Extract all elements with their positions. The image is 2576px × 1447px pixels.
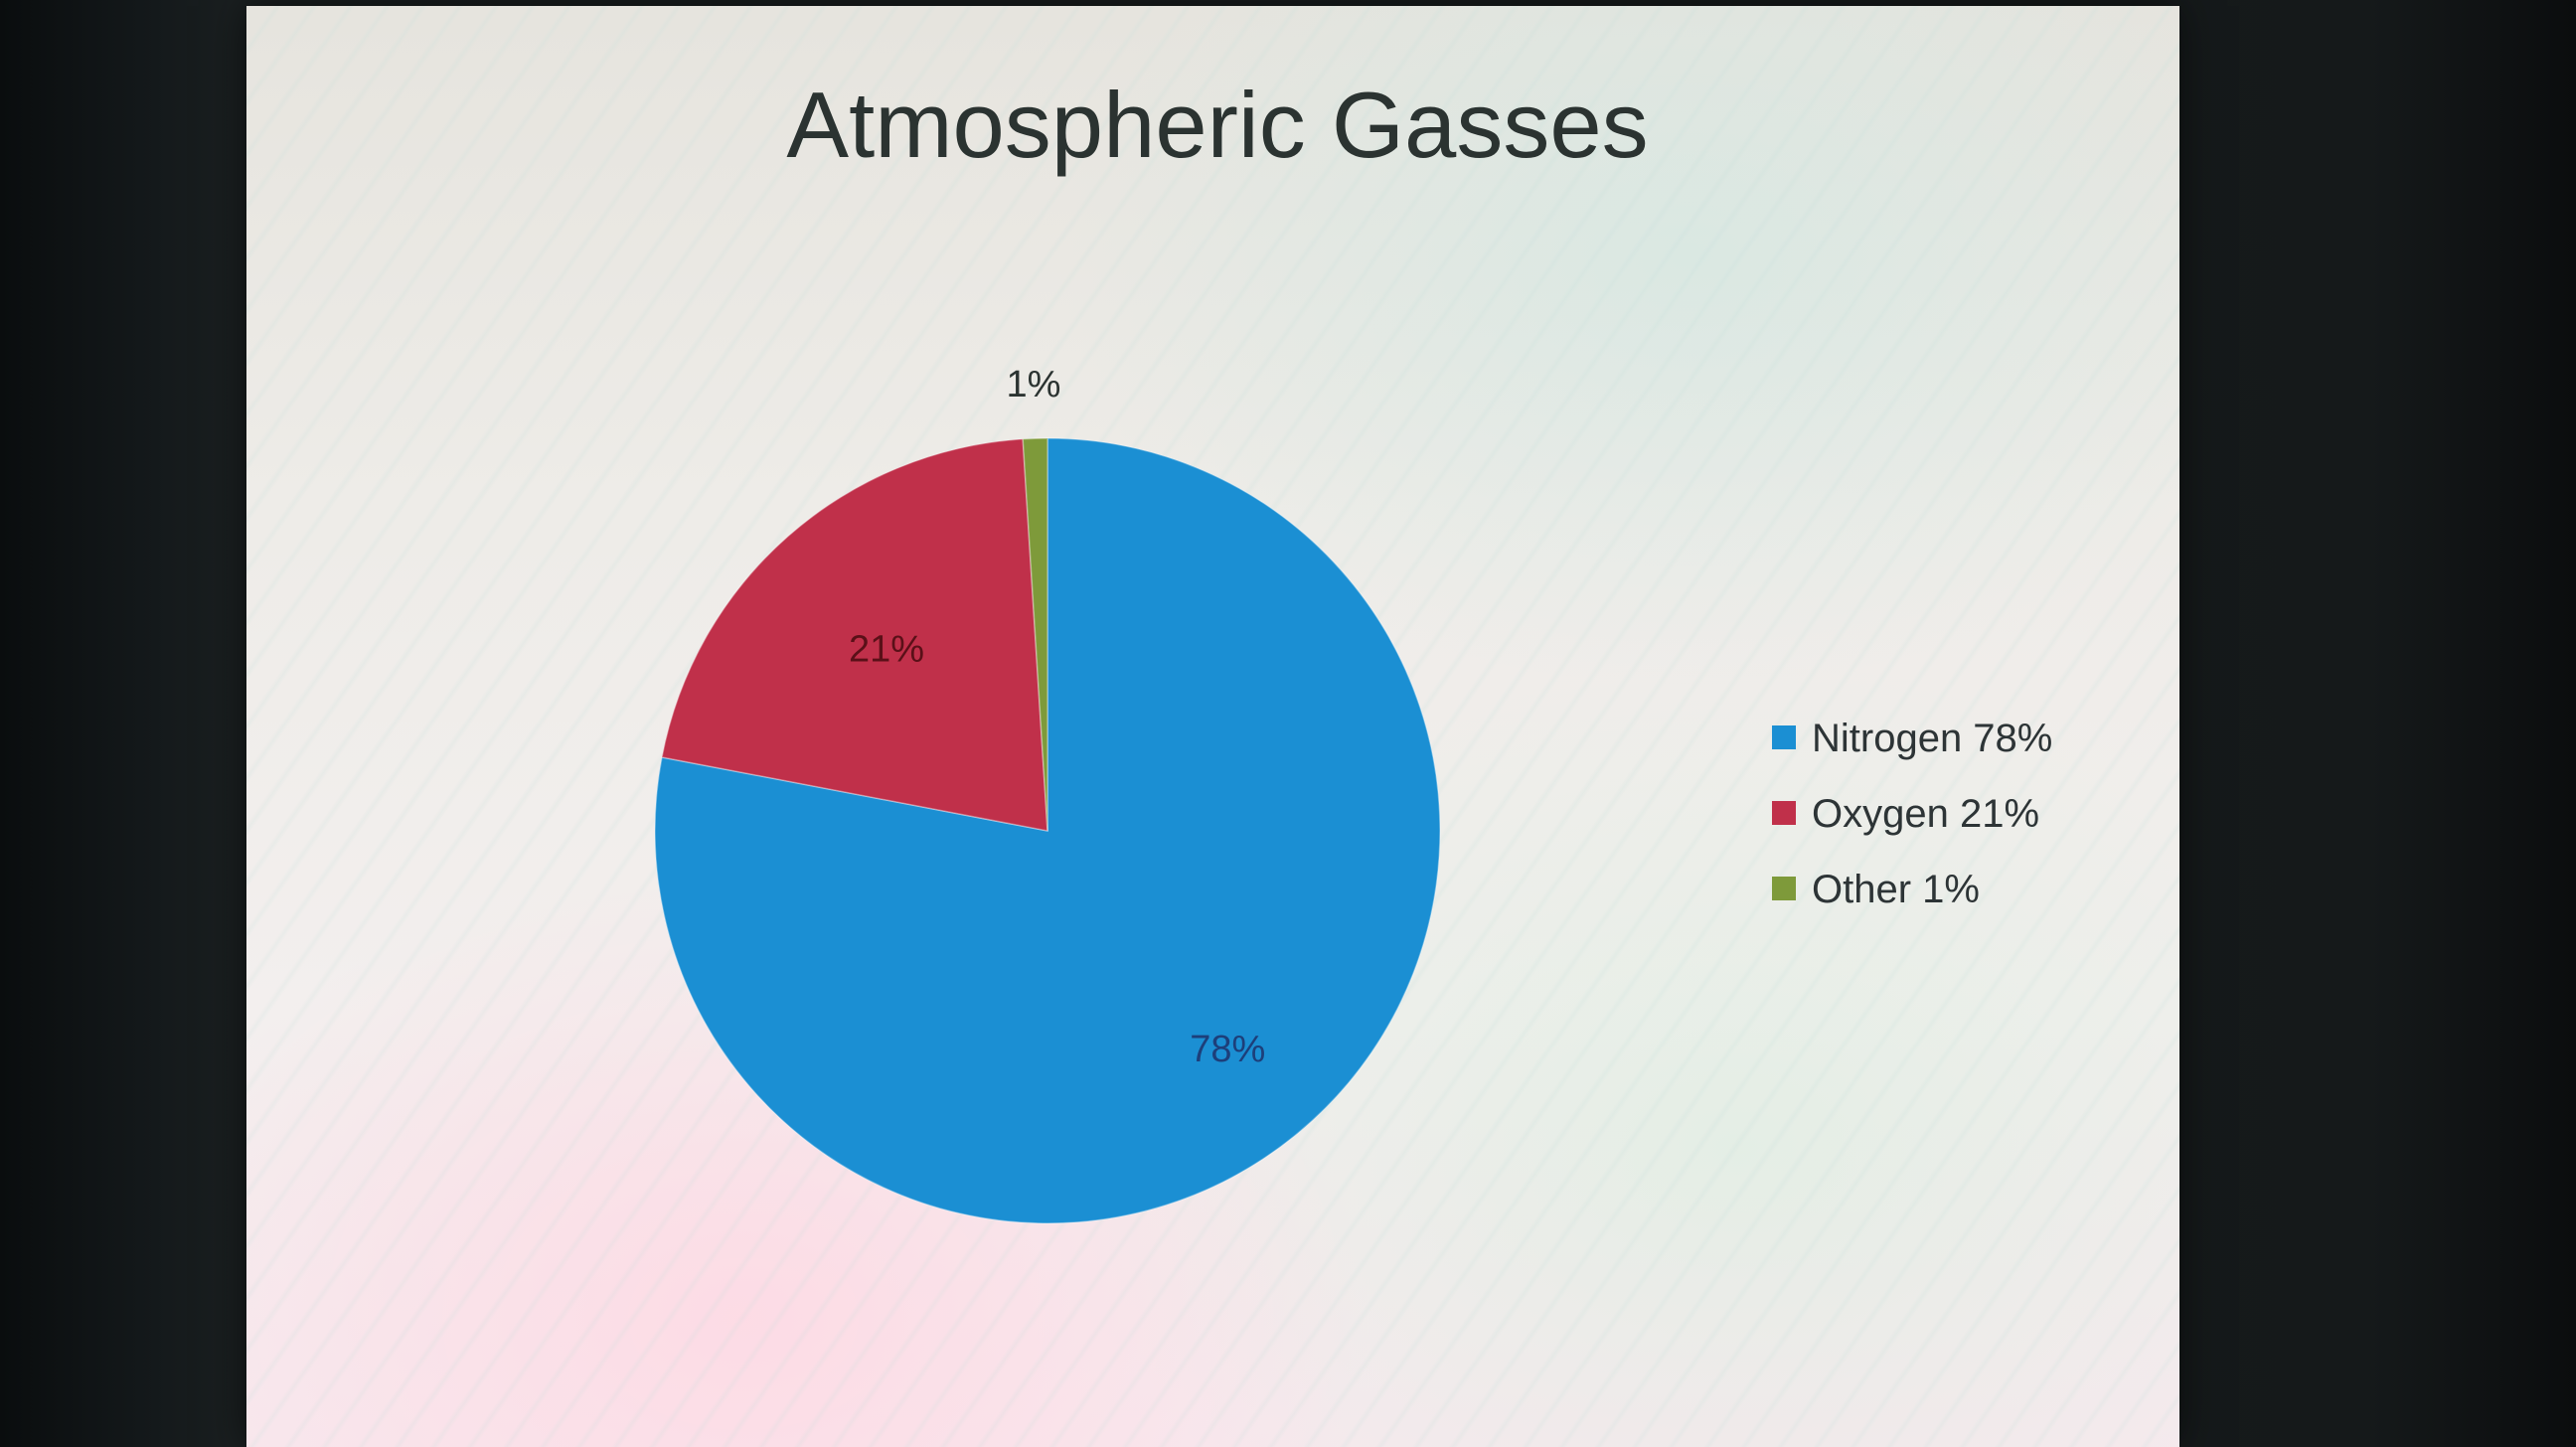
pie-slice-other <box>1022 437 1048 832</box>
legend-item-nitrogen: Nitrogen 78% <box>1772 717 2052 760</box>
pie-data-labels: 78% 21% 1% <box>849 364 1265 1070</box>
pie-slice-oxygen <box>661 437 1048 832</box>
chart-title: Atmospheric Gasses <box>786 73 1648 177</box>
legend-swatch-nitrogen <box>1772 725 1796 749</box>
data-label-other: 1% <box>1006 364 1060 405</box>
pie-slices <box>654 437 1441 1224</box>
projected-slide: Atmospheric Gasses 78% 21% 1% Nitrogen 78%… <box>246 6 2179 1447</box>
legend-swatch-other <box>1772 877 1796 900</box>
legend-label-other: Other 1% <box>1812 868 1980 911</box>
data-label-nitrogen: 78% <box>1190 1029 1265 1070</box>
legend-swatch-oxygen <box>1772 801 1796 825</box>
legend-label-oxygen: Oxygen 21% <box>1812 792 2039 836</box>
legend-label-nitrogen: Nitrogen 78% <box>1812 717 2052 760</box>
legend-item-other: Other 1% <box>1772 868 1980 911</box>
pie-chart: Atmospheric Gasses 78% 21% 1% Nitrogen 78%… <box>654 73 2052 1224</box>
chart-legend: Nitrogen 78% Oxygen 21% Other 1% <box>1772 717 2052 911</box>
pie-slice-nitrogen <box>654 437 1441 1224</box>
data-label-oxygen: 21% <box>849 628 924 670</box>
legend-item-oxygen: Oxygen 21% <box>1772 792 2039 836</box>
